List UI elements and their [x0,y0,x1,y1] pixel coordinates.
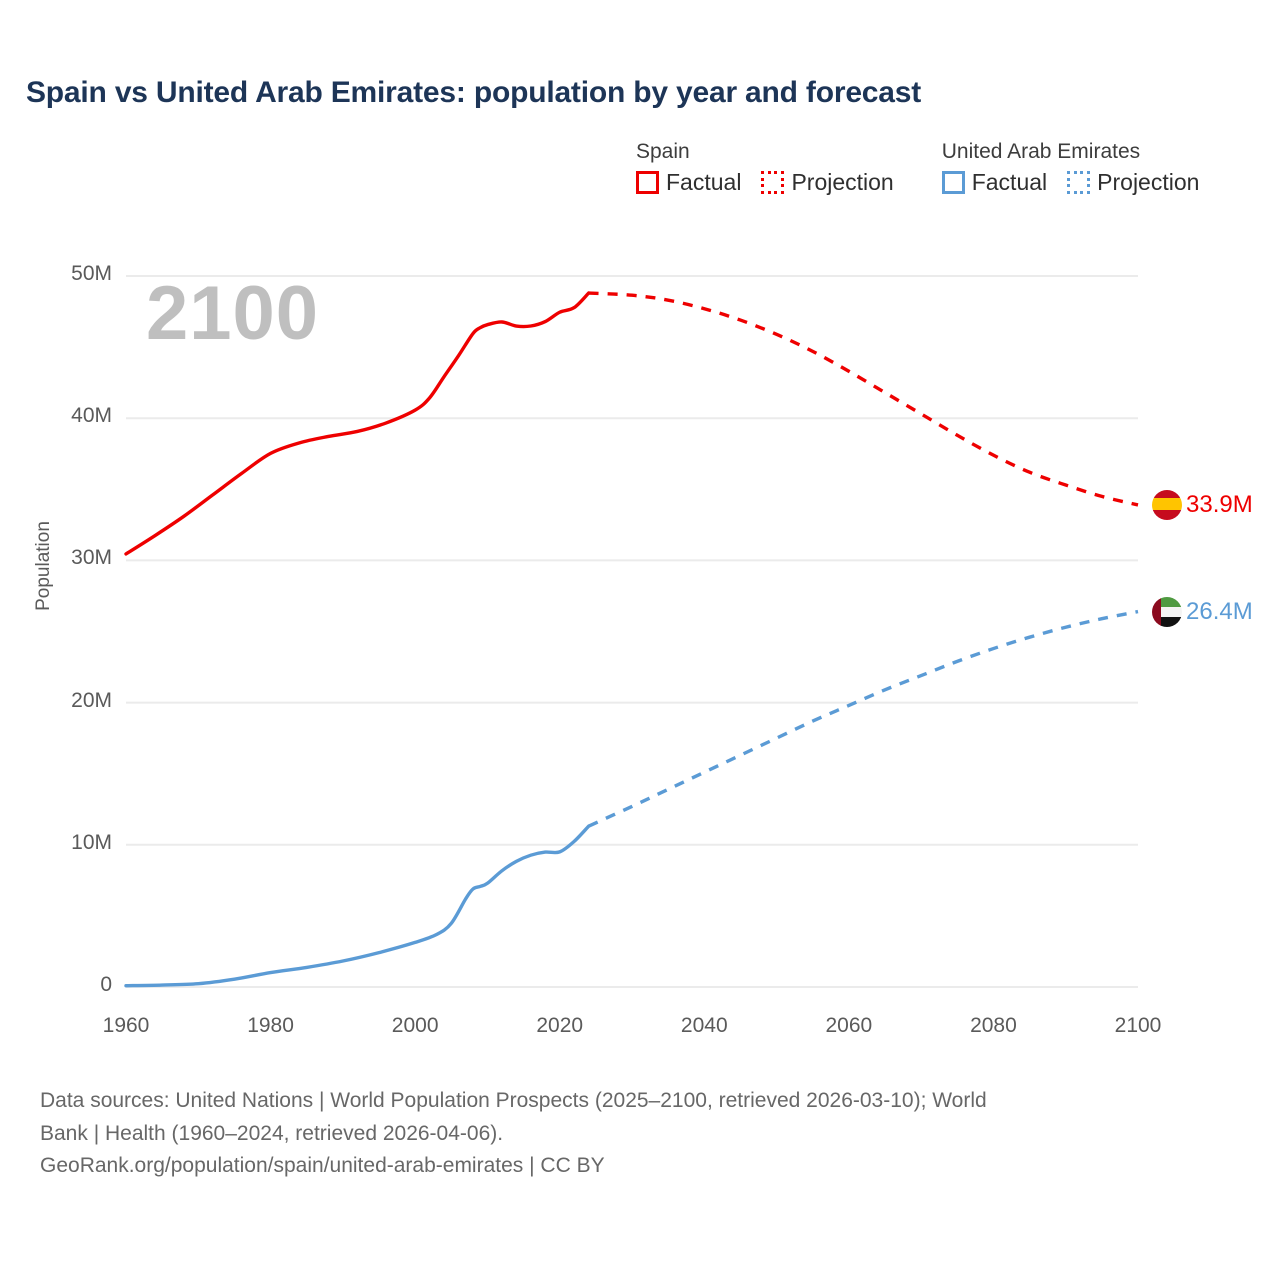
series-line-projection [587,609,1139,828]
legend-items-spain: Factual Projection [636,169,894,196]
legend-group-title-spain: Spain [636,140,690,163]
legend-swatch-dotted-icon [1067,171,1091,195]
x-tick-label: 2080 [970,1014,1017,1037]
x-tick-label: 2000 [391,1014,439,1037]
legend-item-spain-projection[interactable]: Projection [761,169,894,196]
x-tick-label: 2060 [825,1014,873,1037]
page-title: Spain vs United Arab Emirates: populatio… [26,76,922,109]
legend-item-spain-factual[interactable]: Factual [636,169,741,196]
legend-swatch-dotted-icon [761,171,785,195]
series-line-factual [124,824,591,988]
legend-swatch-solid-icon [941,171,965,195]
chart-legend: Spain Factual Projection United Arab Emi… [636,140,1199,196]
x-tick-label: 1960 [102,1014,150,1037]
footer-line-1: Data sources: United Nations | World Pop… [40,1089,987,1112]
legend-label-spain-factual: Factual [666,169,742,196]
x-tick-label: 2100 [1114,1014,1162,1037]
spain-flag-icon [1152,489,1182,520]
series-line-projection [588,291,1139,507]
endpoint-label-uae: 26.4M [1152,596,1253,627]
legend-item-uae-factual[interactable]: Factual [941,169,1048,196]
x-tick-label: 2040 [680,1014,728,1037]
series-line-factual [124,291,591,556]
y-tick-label: 40M [71,404,112,428]
footer-line-2: Bank | Health (1960–2024, retrieved 2026… [40,1121,504,1145]
x-tick-label: 1980 [247,1014,294,1037]
x-tick-label: 2020 [536,1014,584,1037]
y-tick-label: 30M [71,546,112,570]
endpoint-value-uae: 26.4M [1186,597,1253,625]
footer-line-3: GeoRank.org/population/spain/united-arab… [40,1154,605,1178]
endpoint-value-spain: 33.9M [1186,490,1253,518]
endpoint-label-spain: 33.9M [1152,489,1253,520]
legend-group-title-uae: United Arab Emirates [941,140,1141,163]
legend-items-uae: Factual Projection [941,169,1199,196]
legend-group-spain: Spain Factual Projection [636,140,894,196]
legend-group-uae: United Arab Emirates Factual Projection [941,140,1199,196]
legend-swatch-solid-icon [636,171,659,195]
legend-label-uae-factual: Factual [971,169,1048,196]
footer: Data sources: United Nations | World Pop… [40,1085,1250,1183]
legend-label-uae-projection: Projection [1097,169,1200,196]
uae-flag-icon [1152,596,1182,627]
y-tick-label: 20M [71,688,112,712]
year-watermark: 2100 [146,271,320,356]
legend-item-uae-projection[interactable]: Projection [1067,169,1199,196]
y-tick-label: 0 [100,973,112,996]
legend-label-spain-projection: Projection [791,169,894,196]
y-tick-label: 10M [71,830,112,854]
y-tick-label: 50M [71,262,112,285]
